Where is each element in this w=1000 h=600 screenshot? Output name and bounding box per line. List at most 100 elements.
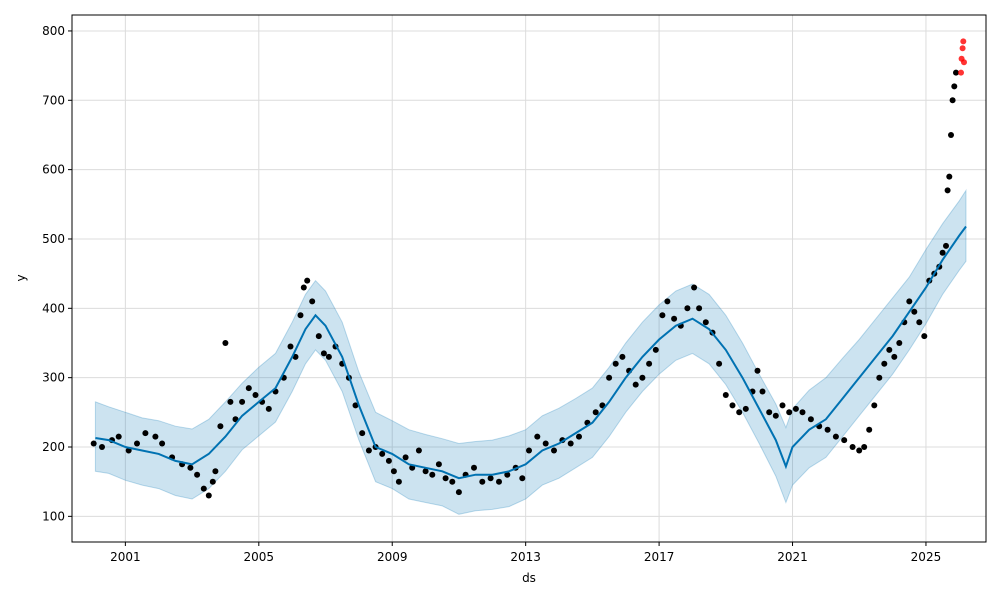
observed-point — [300, 284, 307, 291]
observed-point — [891, 353, 898, 360]
observed-point — [943, 242, 949, 249]
y-tick-label: 600 — [42, 163, 65, 177]
observed-point — [736, 409, 743, 416]
observed-point — [134, 440, 140, 447]
observed-point — [297, 312, 304, 319]
observed-point — [841, 437, 848, 444]
observed-point — [359, 430, 366, 437]
anomaly-point — [960, 38, 967, 45]
observed-point — [759, 388, 766, 395]
observed-point — [871, 402, 878, 409]
observed-point — [379, 450, 386, 457]
observed-point — [916, 319, 923, 326]
plot-frame — [71, 14, 987, 543]
observed-point — [766, 409, 773, 416]
y-axis-ticks: 100 200 300 400 500 600 700 800 — [42, 24, 72, 523]
observed-point — [948, 132, 954, 138]
observed-point — [287, 343, 294, 350]
observed-point — [325, 353, 332, 360]
observed-point — [442, 475, 449, 482]
anomaly-point — [958, 69, 964, 76]
observed-point — [576, 433, 582, 440]
observed-point — [212, 468, 219, 475]
y-tick-label: 200 — [42, 440, 65, 454]
grid — [72, 15, 986, 542]
observed-point — [696, 305, 703, 312]
observed-point — [365, 447, 372, 454]
observed-point — [217, 423, 224, 430]
observed-point — [90, 440, 97, 447]
y-tick-label: 400 — [42, 301, 65, 315]
observed-point — [606, 374, 613, 381]
observed-point — [824, 426, 831, 433]
anomaly-point — [959, 45, 966, 52]
observed-point — [772, 412, 779, 419]
observed-point — [479, 478, 486, 485]
observed-point — [876, 374, 883, 381]
observed-point — [896, 340, 903, 346]
observed-point — [953, 69, 959, 76]
observed-point — [856, 447, 863, 454]
x-tick-label: 2001 — [110, 550, 141, 564]
observed-point — [152, 433, 159, 440]
observed-point — [632, 381, 639, 388]
observed-point — [716, 360, 723, 367]
observed-point — [792, 405, 799, 412]
anomaly-points-layer — [958, 38, 967, 76]
observed-point — [849, 444, 856, 450]
observed-point — [722, 392, 729, 398]
observed-point — [487, 475, 494, 482]
x-axis-label: ds — [522, 571, 536, 585]
observed-point — [115, 433, 122, 440]
observed-point — [435, 461, 442, 468]
observed-point — [921, 333, 928, 340]
observed-point — [239, 398, 246, 405]
observed-points-layer — [90, 69, 959, 499]
observed-point — [519, 475, 526, 482]
observed-point — [944, 187, 951, 194]
observed-point — [395, 478, 402, 485]
x-tick-label: 2009 — [377, 550, 408, 564]
observed-point — [429, 471, 436, 478]
observed-point — [504, 471, 511, 478]
observed-point — [194, 471, 201, 478]
observed-point — [187, 464, 194, 471]
x-axis-ticks: 2001 2005 2009 2013 2017 2021 2025 — [110, 542, 941, 564]
observed-point — [671, 315, 678, 322]
y-tick-label: 300 — [42, 371, 65, 385]
observed-point — [422, 468, 429, 475]
trend-line-layer — [95, 225, 967, 480]
x-tick-label: 2021 — [777, 550, 808, 564]
observed-point — [866, 426, 873, 433]
y-tick-label: 800 — [42, 24, 65, 38]
observed-point — [320, 350, 327, 357]
observed-point — [646, 360, 653, 367]
x-tick-label: 2013 — [510, 550, 541, 564]
observed-point — [786, 409, 793, 416]
observed-point — [652, 346, 659, 353]
x-tick-label: 2005 — [244, 550, 275, 564]
observed-point — [265, 405, 272, 412]
observed-point — [779, 402, 786, 409]
observed-point — [142, 430, 149, 437]
y-tick-label: 700 — [42, 93, 65, 107]
observed-point — [592, 409, 599, 416]
observed-point — [906, 298, 913, 305]
observed-point — [315, 333, 322, 340]
observed-point — [799, 409, 806, 416]
observed-point — [664, 298, 671, 305]
observed-point — [402, 454, 409, 461]
observed-point — [252, 392, 259, 398]
x-tick-label: 2017 — [644, 550, 675, 564]
observed-point — [949, 97, 956, 104]
observed-point — [659, 312, 666, 319]
observed-point — [639, 374, 646, 381]
observed-point — [245, 385, 252, 392]
observed-point — [729, 402, 736, 409]
observed-point — [222, 340, 229, 346]
observed-point — [415, 447, 422, 454]
observed-point — [390, 468, 397, 475]
observed-point — [159, 440, 166, 447]
observed-point — [209, 478, 216, 485]
